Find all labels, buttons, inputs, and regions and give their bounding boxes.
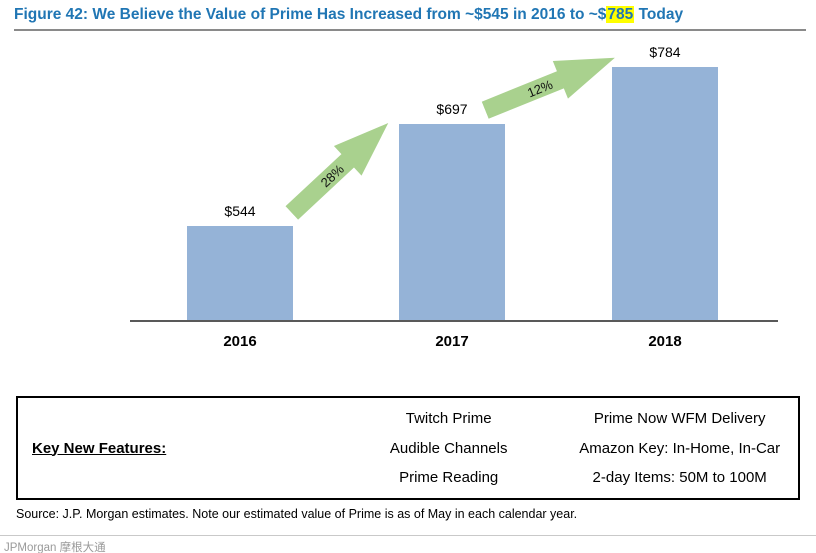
figure-title: Figure 42: We Believe the Value of Prime… (14, 6, 806, 31)
year-label-2016: 2016 (223, 333, 257, 350)
bar-chart: $544 $697 $784 (130, 0, 778, 322)
feature-item: Twitch Prime (405, 410, 492, 428)
year-label-2018: 2018 (648, 333, 682, 350)
features-table-header: Key New Features: (32, 439, 167, 457)
bar-2016 (187, 226, 293, 321)
bar-value-label: $697 (436, 101, 468, 117)
watermark: JPMorgan 摩根大通 (4, 542, 106, 553)
feature-item: Amazon Key: In-Home, In-Car (579, 439, 781, 457)
bar-2018 (612, 67, 718, 321)
figure-title-suffix: Today (634, 6, 684, 23)
bar-group-2016: $544 (187, 0, 293, 321)
bar-group-2017: $697 (399, 0, 505, 321)
x-axis-labels: 2016 2017 2018 (0, 333, 816, 353)
bar-value-label: $784 (649, 44, 681, 60)
features-column-2: Prime Now WFM Delivery Amazon Key: In-Ho… (561, 398, 798, 498)
bar-group-2018: $784 (612, 0, 718, 321)
bottom-divider (0, 535, 816, 536)
source-note: Source: J.P. Morgan estimates. Note our … (16, 507, 578, 521)
year-label-2017: 2017 (435, 333, 469, 350)
x-axis-line (130, 320, 778, 322)
bar-value-label: $544 (224, 203, 256, 219)
feature-item: Prime Reading (399, 468, 499, 486)
feature-item: Prime Now WFM Delivery (593, 410, 766, 428)
features-column-1: Twitch Prime Audible Channels Prime Read… (336, 398, 561, 498)
feature-item: 2-day Items: 50M to 100M (592, 468, 767, 486)
figure-title-prefix: Figure 42: We Believe the Value of Prime… (14, 6, 607, 23)
feature-item: Audible Channels (389, 439, 508, 457)
bar-2017 (399, 124, 505, 321)
figure-title-highlight: 785 (606, 6, 635, 23)
features-table: Key New Features: Twitch Prime Audible C… (16, 396, 800, 500)
